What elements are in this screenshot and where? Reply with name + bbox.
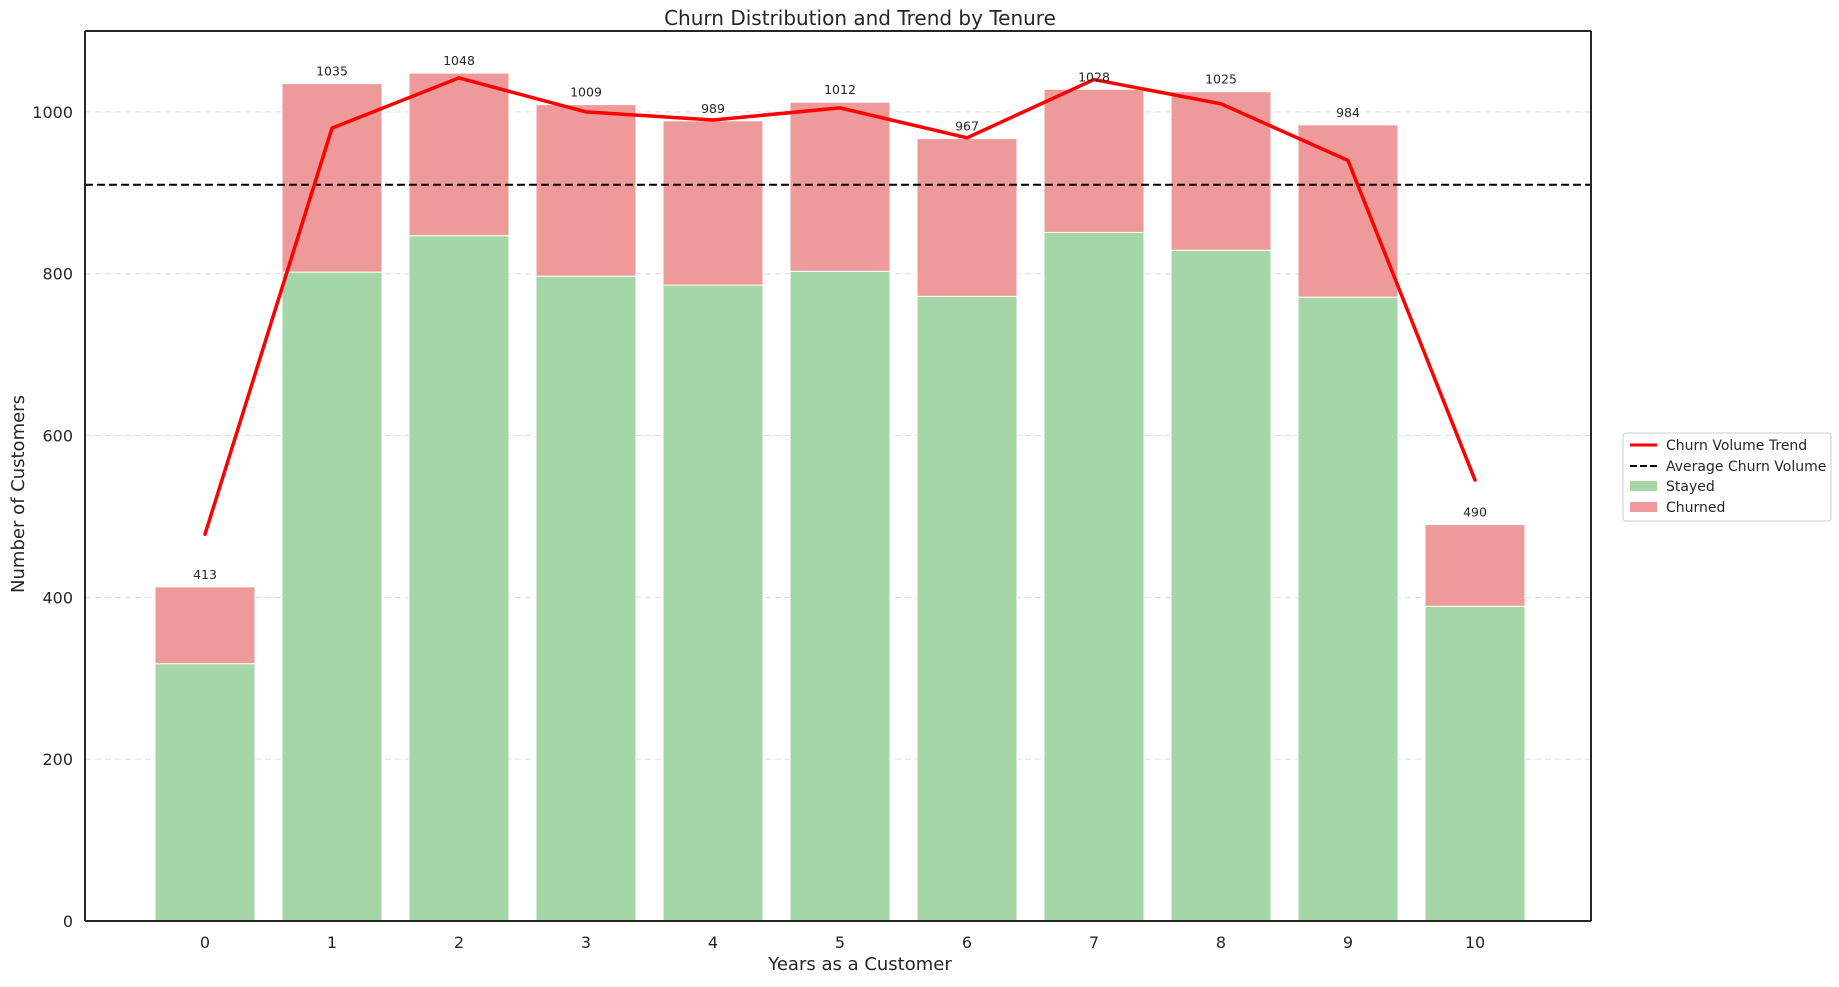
bar-stayed-4 — [662, 284, 764, 922]
bar-stayed-0 — [154, 663, 256, 922]
data-label-10: 490 — [1463, 505, 1487, 520]
data-label-9: 984 — [1336, 105, 1360, 120]
y-axis-title: Number of Customers — [8, 395, 29, 593]
churn-trend-line — [203, 76, 1477, 537]
data-label-3: 1009 — [570, 85, 602, 100]
data-label-6: 967 — [955, 119, 979, 134]
data-label-1: 1035 — [316, 64, 348, 79]
data-labels-layer: 413 1035 1048 1009 989 1012 967 1028 1025 984 490 — [193, 53, 1487, 582]
legend-churned-swatch — [1630, 502, 1657, 512]
data-label-8: 1025 — [1205, 72, 1237, 87]
bar-churned-5 — [789, 101, 891, 272]
data-label-4: 989 — [701, 101, 725, 116]
bar-churned-3 — [535, 104, 637, 277]
y-tick-label-2: 400 — [42, 588, 73, 607]
x-tick-label-4: 4 — [708, 933, 718, 952]
x-tick-label-1: 1 — [327, 933, 337, 952]
data-label-7: 1028 — [1078, 69, 1110, 84]
legend-trend-label: Churn Volume Trend — [1666, 438, 1807, 454]
x-tick-label-10: 10 — [1465, 933, 1485, 952]
legend-frame — [1622, 432, 1832, 522]
bar-stayed-2 — [408, 235, 510, 922]
data-label-2: 1048 — [443, 53, 475, 68]
legend-stayed-label: Stayed — [1666, 479, 1715, 495]
bar-stayed-5 — [789, 270, 891, 922]
bar-stayed-10 — [1424, 605, 1526, 922]
y-tick-label-3: 600 — [42, 427, 73, 446]
trend-line-layer — [203, 76, 1477, 537]
y-tick-label-5: 1000 — [32, 103, 73, 122]
bar-churned-8 — [1170, 91, 1272, 251]
legend: Churn Volume Trend Average Churn Volume … — [1622, 432, 1832, 522]
bar-churned-6 — [916, 138, 1018, 297]
axes-layer: 0 200 400 600 800 1000 0 1 2 3 4 5 6 7 8 9 10 — [32, 30, 1592, 952]
data-label-0: 413 — [193, 567, 217, 582]
x-tick-label-6: 6 — [962, 933, 972, 952]
bar-stayed-8 — [1170, 249, 1272, 922]
legend-churned-label: Churned — [1666, 500, 1725, 516]
legend-stayed-swatch — [1630, 481, 1657, 491]
bar-stayed-1 — [281, 271, 383, 922]
x-tick-label-0: 0 — [200, 933, 210, 952]
x-tick-label-8: 8 — [1216, 933, 1226, 952]
bar-stayed-6 — [916, 295, 1018, 922]
y-tick-label-0: 0 — [63, 912, 73, 931]
x-tick-label-7: 7 — [1089, 933, 1099, 952]
x-tick-label-9: 9 — [1343, 933, 1353, 952]
bar-churned-7 — [1043, 88, 1145, 233]
bar-churned-10 — [1424, 524, 1526, 607]
x-tick-label-3: 3 — [581, 933, 591, 952]
bar-churned-9 — [1297, 124, 1399, 298]
bar-stayed-9 — [1297, 296, 1399, 922]
bar-stayed-7 — [1043, 231, 1145, 922]
bar-churned-2 — [408, 72, 510, 237]
bar-churned-0 — [154, 586, 256, 665]
y-tick-label-1: 200 — [42, 750, 73, 769]
chart-title: Churn Distribution and Trend by Tenure — [664, 6, 1056, 30]
data-label-5: 1012 — [824, 82, 856, 97]
bars-layer — [154, 72, 1526, 922]
bar-churned-4 — [662, 120, 764, 286]
x-tick-label-2: 2 — [454, 933, 464, 952]
y-tick-label-4: 800 — [42, 265, 73, 284]
x-tick-label-5: 5 — [835, 933, 845, 952]
legend-average-label: Average Churn Volume — [1666, 459, 1826, 475]
bar-stayed-3 — [535, 275, 637, 922]
x-axis-title: Years as a Customer — [767, 954, 952, 975]
